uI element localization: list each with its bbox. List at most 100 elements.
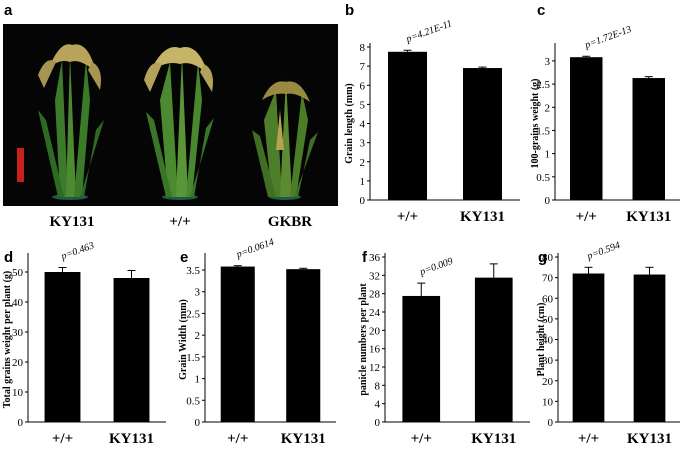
y-tick-label: 20 (542, 376, 554, 388)
x-tick-label: +/+ (227, 431, 248, 447)
y-tick-label: 40 (542, 335, 554, 347)
photo-caption-ky131: KY131 (50, 214, 95, 230)
y-tick-label: 0 (360, 195, 366, 207)
panel-label-b: b (345, 2, 354, 19)
p-value-annotation: p=0.594 (585, 240, 622, 262)
p-value-annotation: p=0.009 (418, 256, 455, 278)
y-tick-label: 28 (369, 289, 381, 301)
y-tick-label: 12 (369, 362, 380, 374)
y-tick-label: 2 (545, 102, 551, 114)
bar-wildtype (572, 273, 605, 422)
y-tick-label: 20 (12, 357, 24, 369)
plant-gkbr (252, 78, 318, 200)
plant-ky131 (38, 44, 104, 200)
y-tick-label: 50 (12, 267, 24, 279)
y-tick-label: 4 (375, 399, 381, 411)
y-tick-label: 0.5 (186, 395, 200, 407)
y-tick-label: 10 (542, 396, 554, 408)
bar-wildtype (570, 57, 603, 201)
bar-ky131 (463, 68, 502, 200)
y-tick-label: 4 (360, 119, 366, 131)
y-tick-label: 0 (18, 417, 24, 429)
y-axis-label: Grain length (mm) (344, 83, 355, 164)
y-tick-label: 1 (545, 149, 551, 161)
photo-caption-gkbr: GKBR (268, 214, 312, 230)
y-tick-label: 8 (360, 42, 366, 54)
y-tick-label: 32 (369, 270, 380, 282)
y-tick-label: 36 (369, 252, 381, 264)
y-tick-label: 2 (195, 330, 201, 342)
y-tick-label: 10 (12, 387, 24, 399)
x-tick-label: +/+ (397, 209, 418, 225)
x-tick-label: KY131 (471, 431, 516, 447)
panel-label-d: d (4, 249, 13, 266)
y-tick-label: 8 (375, 380, 381, 392)
p-value-annotation: p=0.0614 (234, 237, 276, 261)
y-tick-label: 70 (542, 273, 554, 285)
x-tick-label: +/+ (52, 431, 73, 447)
y-tick-label: 1.5 (186, 352, 200, 364)
y-tick-label: 2.5 (536, 79, 550, 91)
x-tick-label: KY131 (109, 431, 154, 447)
x-tick-label: KY131 (626, 209, 671, 225)
y-axis-label: panicle numbers per plant (358, 283, 369, 396)
bar-wildtype (388, 51, 427, 200)
bar-wildtype (220, 266, 255, 422)
y-tick-label: 2.5 (186, 308, 200, 320)
bar-ky131 (113, 278, 150, 422)
y-tick-label: 0 (545, 195, 551, 207)
chart-e: e 0 0.5 1 1.5 2 2.5 3 3.5 Grain Width (mm) +/+ KY13… (178, 237, 336, 447)
y-tick-label: 3.5 (186, 265, 200, 277)
x-tick-label: KY131 (627, 431, 672, 447)
y-axis-label: Total grains weight per plant (g) (2, 271, 13, 409)
y-tick-label: 3 (195, 287, 201, 299)
y-tick-label: 60 (542, 293, 554, 305)
panel-label-c: c (537, 2, 545, 19)
y-axis-label: Plant height (cm) (536, 303, 547, 377)
y-tick-label: 16 (369, 344, 381, 356)
scale-bar (17, 148, 24, 182)
bar-ky131 (632, 78, 665, 200)
y-tick-label: 0 (195, 417, 201, 429)
y-tick-label: 0.5 (536, 172, 550, 184)
y-tick-label: 40 (12, 297, 24, 309)
y-tick-label: 30 (542, 355, 554, 367)
plant-wildtype (144, 47, 214, 200)
p-value-annotation: p=1.72E-13 (583, 24, 633, 51)
y-tick-label: 3 (360, 138, 366, 150)
y-tick-label: 30 (12, 327, 24, 339)
y-axis-label: 100-grains weight (g) (530, 79, 541, 169)
panel-label-a: a (4, 2, 13, 19)
x-tick-label: +/+ (576, 209, 597, 225)
y-tick-label: 5 (360, 99, 366, 111)
bar-wildtype (402, 295, 441, 422)
chart-f: f 0 4 8 12 16 20 24 28 32 36 panicle numbers per pl… (358, 249, 530, 447)
photo-panel: a (3, 2, 338, 230)
y-tick-label: 3 (545, 56, 551, 68)
y-tick-label: 50 (542, 314, 554, 326)
y-tick-label: 1 (195, 374, 201, 386)
y-tick-label: 1 (360, 176, 366, 188)
x-tick-label: KY131 (460, 209, 505, 225)
photo-caption-wildtype: +/+ (169, 214, 190, 230)
chart-b: b 0 1 2 3 4 5 6 7 8 Grain length (mm) +/+ KY131 p=4.2… (344, 2, 520, 225)
y-axis-label: Grain Width (mm) (178, 299, 189, 380)
p-value-annotation: p=4.21E-11 (404, 18, 454, 45)
bar-ky131 (633, 274, 666, 422)
panel-label-f: f (362, 249, 368, 266)
bar-ky131 (286, 269, 321, 422)
y-tick-label: 80 (542, 252, 554, 264)
y-tick-label: 24 (369, 307, 381, 319)
y-tick-label: 1.5 (536, 125, 550, 137)
chart-g: g 0 10 20 30 40 50 60 70 80 Plant height (cm) +/+ KY… (536, 240, 680, 447)
y-tick-label: 20 (369, 325, 381, 337)
y-tick-label: 6 (360, 80, 366, 92)
panel-label-e: e (180, 249, 188, 266)
x-tick-label: KY131 (281, 431, 326, 447)
y-tick-label: 2 (360, 157, 366, 169)
p-value-annotation: p=0.463 (59, 240, 96, 262)
bar-ky131 (474, 277, 513, 422)
